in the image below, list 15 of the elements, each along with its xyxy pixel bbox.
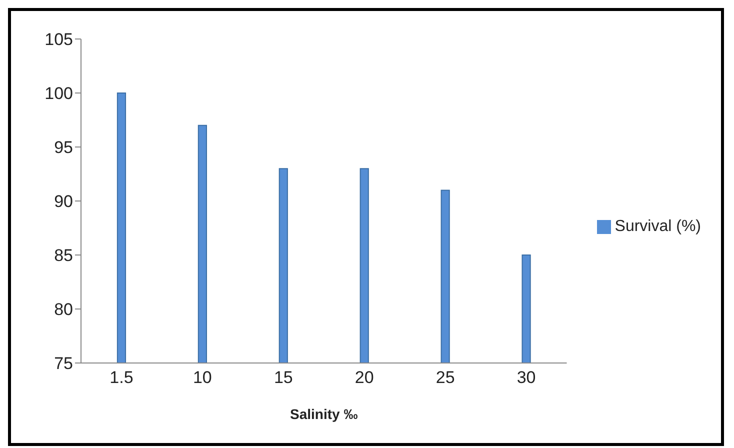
y-tick-label: 100 [44,84,73,104]
x-tick-label: 25 [436,368,455,388]
x-tick-label: 10 [192,368,212,388]
y-tick-label: 80 [54,300,73,320]
y-tick-label: 105 [44,30,73,50]
x-tick-label: 1.5 [110,368,134,388]
x-tick-label: 20 [354,368,374,388]
y-tick-label: 85 [54,246,73,266]
legend-label: Survival (%) [614,218,701,235]
y-tick-label: 75 [54,354,73,374]
x-tick-label: 30 [516,368,536,388]
y-tick-label: 90 [54,192,73,212]
x-tick-label: 15 [274,368,293,388]
x-axis-title: Salinity ‰ [290,406,358,422]
y-tick-label: 95 [54,138,73,158]
